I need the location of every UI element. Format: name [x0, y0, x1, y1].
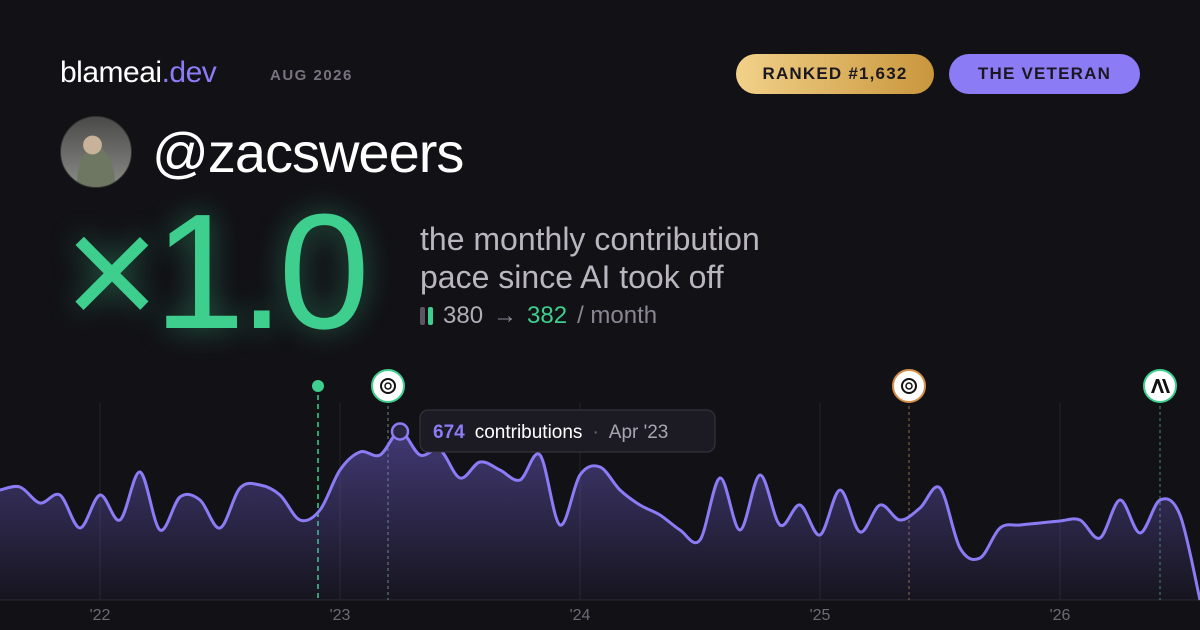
rank-badge: RANKED #1,632 — [736, 54, 934, 94]
title-badge: THE VETERAN — [949, 54, 1140, 94]
tooltip-date: Apr '23 — [609, 422, 669, 443]
brand: blameai.dev — [60, 56, 217, 90]
tooltip-unit: contributions — [475, 422, 583, 443]
anthropic-icon — [1143, 369, 1177, 403]
brand-name: blameai — [60, 56, 162, 89]
openai-icon — [892, 369, 926, 403]
pace-after: 382 — [527, 302, 568, 329]
tooltip-value: 674 — [433, 422, 465, 443]
event-dot — [312, 380, 324, 392]
report-date: AUG 2026 — [270, 67, 353, 84]
tooltip-box — [419, 409, 716, 453]
tooltip-sep: · — [592, 422, 598, 443]
tooltip-text: 674 contributions · Apr '23 — [433, 422, 668, 443]
avatar — [60, 116, 132, 188]
multiplier: ×1.0 — [64, 180, 370, 363]
description: the monthly contribution pace since AI to… — [420, 220, 760, 296]
pace-before: 380 — [443, 302, 484, 329]
description-line: pace since AI took off — [420, 259, 724, 295]
x-tick-label: '24 — [570, 607, 591, 624]
x-tick-label: '25 — [810, 607, 831, 624]
x-tick-label: '26 — [1050, 607, 1071, 624]
brand-suffix: .dev — [161, 56, 217, 89]
hover-ring — [390, 422, 410, 441]
pace-unit: / month — [577, 302, 658, 329]
tooltip: 674 contributions · Apr '23 — [419, 409, 716, 453]
handle: @zacsweers — [152, 121, 464, 184]
pace-arrow: → — [493, 302, 518, 329]
x-tick-label: '22 — [90, 607, 111, 624]
indicator — [420, 307, 433, 325]
line — [0, 429, 1200, 601]
openai-icon — [371, 369, 405, 403]
description-line: the monthly contribution — [420, 221, 760, 257]
x-tick-label: '23 — [330, 607, 351, 624]
pace: 380 → 382 / month — [420, 302, 657, 330]
area — [0, 431, 1200, 600]
